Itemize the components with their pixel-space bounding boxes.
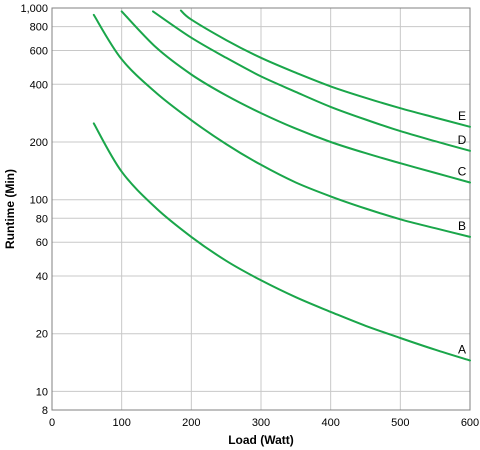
x-axis-title: Load (Watt): [228, 433, 294, 447]
series-line-b: [92, 13, 471, 238]
y-tick-label: 1,000: [20, 3, 48, 15]
x-tick-label: 500: [391, 417, 409, 429]
plot-frame: [51, 7, 471, 411]
x-tick-label: 600: [461, 417, 479, 429]
series-label-e: E: [458, 109, 466, 123]
y-tick-label: 600: [30, 46, 48, 58]
y-tick-label: 8: [42, 405, 48, 417]
series-label-d: D: [458, 133, 467, 147]
series-label-a: A: [458, 342, 466, 356]
series-line-e: [179, 9, 471, 128]
series-labels: A B C DE: [458, 109, 467, 357]
y-tick-label: 800: [30, 22, 48, 34]
y-tick-label: 60: [36, 237, 48, 249]
y-tick-label: 100: [30, 195, 48, 207]
y-tick-label: 80: [36, 213, 48, 225]
series-curves: [92, 9, 471, 362]
x-tick-label: 200: [182, 417, 200, 429]
series-label-c: C: [458, 164, 467, 178]
y-tick-label: 10: [36, 386, 48, 398]
x-axis-ticks: 0 100 200 300 400 500 600: [49, 417, 479, 429]
y-axis-ticks: 8 10 20 40 60 80 100 200 400 600 800 1,000: [20, 3, 48, 417]
x-tick-label: 100: [112, 417, 130, 429]
y-tick-label: 40: [36, 271, 48, 283]
x-tick-label: 300: [252, 417, 270, 429]
y-axis-title: Runtime (Min): [3, 169, 17, 249]
x-tick-label: 0: [49, 417, 55, 429]
series-line-d: [152, 10, 471, 152]
y-tick-label: 400: [30, 79, 48, 91]
series-label-b: B: [458, 219, 466, 233]
y-tick-label: 200: [30, 137, 48, 149]
y-tick-label: 20: [36, 329, 48, 341]
grid: [51, 7, 471, 411]
x-tick-label: 400: [321, 417, 339, 429]
series-line-c: [120, 10, 471, 184]
series-line-a: [92, 122, 471, 362]
